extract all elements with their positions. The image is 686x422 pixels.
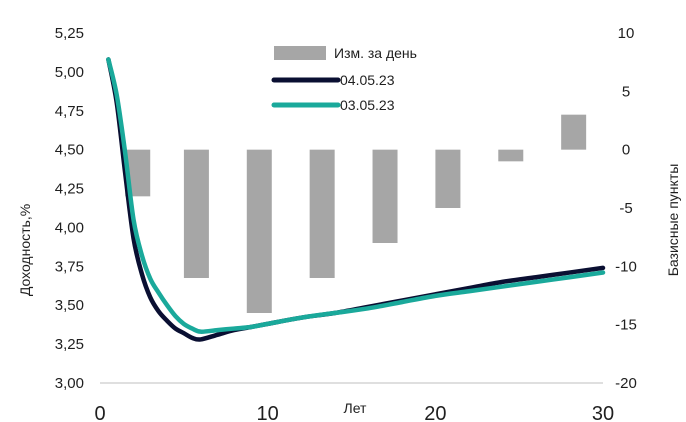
x-axis-title: Лет	[344, 400, 368, 416]
y-right-tick-label-3: -5	[619, 200, 632, 217]
y-right-tick-label-0: -20	[615, 375, 637, 392]
lines-layer	[106, 57, 606, 342]
bar-7	[561, 114, 587, 150]
y-left-tick-label-3: 3,75	[55, 258, 84, 275]
legend-line-label-03-05-23: 03.05.23	[340, 97, 395, 113]
y-axis-left-title: Доходность,%	[17, 204, 33, 296]
y-left-tick-label-2: 3,50	[55, 297, 84, 314]
y-left-tick-label-5: 4,25	[55, 181, 84, 198]
legend: Изм. за день 04.05.23 03.05.23	[271, 45, 417, 113]
legend-bar-label: Изм. за день	[334, 45, 417, 61]
x-tick-label-1: 10	[257, 403, 279, 422]
x-tick-label-0: 0	[94, 403, 105, 422]
y-right-tick-label-1: -15	[615, 317, 637, 334]
bar-5	[435, 149, 461, 208]
bar-2	[246, 149, 272, 313]
series-line-0	[106, 57, 606, 342]
y-left-tick-label-1: 3,25	[55, 336, 84, 353]
y-left-tick-label-8: 5,00	[55, 64, 84, 81]
y-right-tick-label-5: 5	[622, 83, 630, 100]
legend-bar-swatch	[274, 46, 326, 60]
bars-layer	[125, 114, 587, 313]
y-right-tick-label-4: 0	[622, 142, 630, 159]
y-left-tick-label-6: 4,50	[55, 142, 84, 159]
y-axis-right-title: Базисные пункты	[665, 164, 681, 277]
y-left-tick-label-7: 4,75	[55, 103, 84, 120]
legend-line-label-04-05-23: 04.05.23	[340, 72, 395, 88]
y-left-tick-label-0: 3,00	[55, 375, 84, 392]
y-right-tick-label-2: -10	[615, 258, 637, 275]
y-left-tick-label-4: 4,00	[55, 219, 84, 236]
x-tick-label-3: 30	[592, 403, 614, 422]
ticks-layer: 3,00 3,25 3,50 3,75 4,00 4,25 4,50 4,75 5,00 5,25…	[55, 25, 637, 422]
bar-4	[372, 149, 398, 243]
y-right-tick-label-6: 10	[618, 25, 635, 42]
bar-3	[309, 149, 335, 278]
bar-1	[183, 149, 209, 278]
y-left-tick-label-9: 5,25	[55, 25, 84, 42]
bar-6	[498, 149, 524, 162]
x-tick-label-2: 20	[424, 403, 446, 422]
series-line-1	[106, 57, 606, 334]
